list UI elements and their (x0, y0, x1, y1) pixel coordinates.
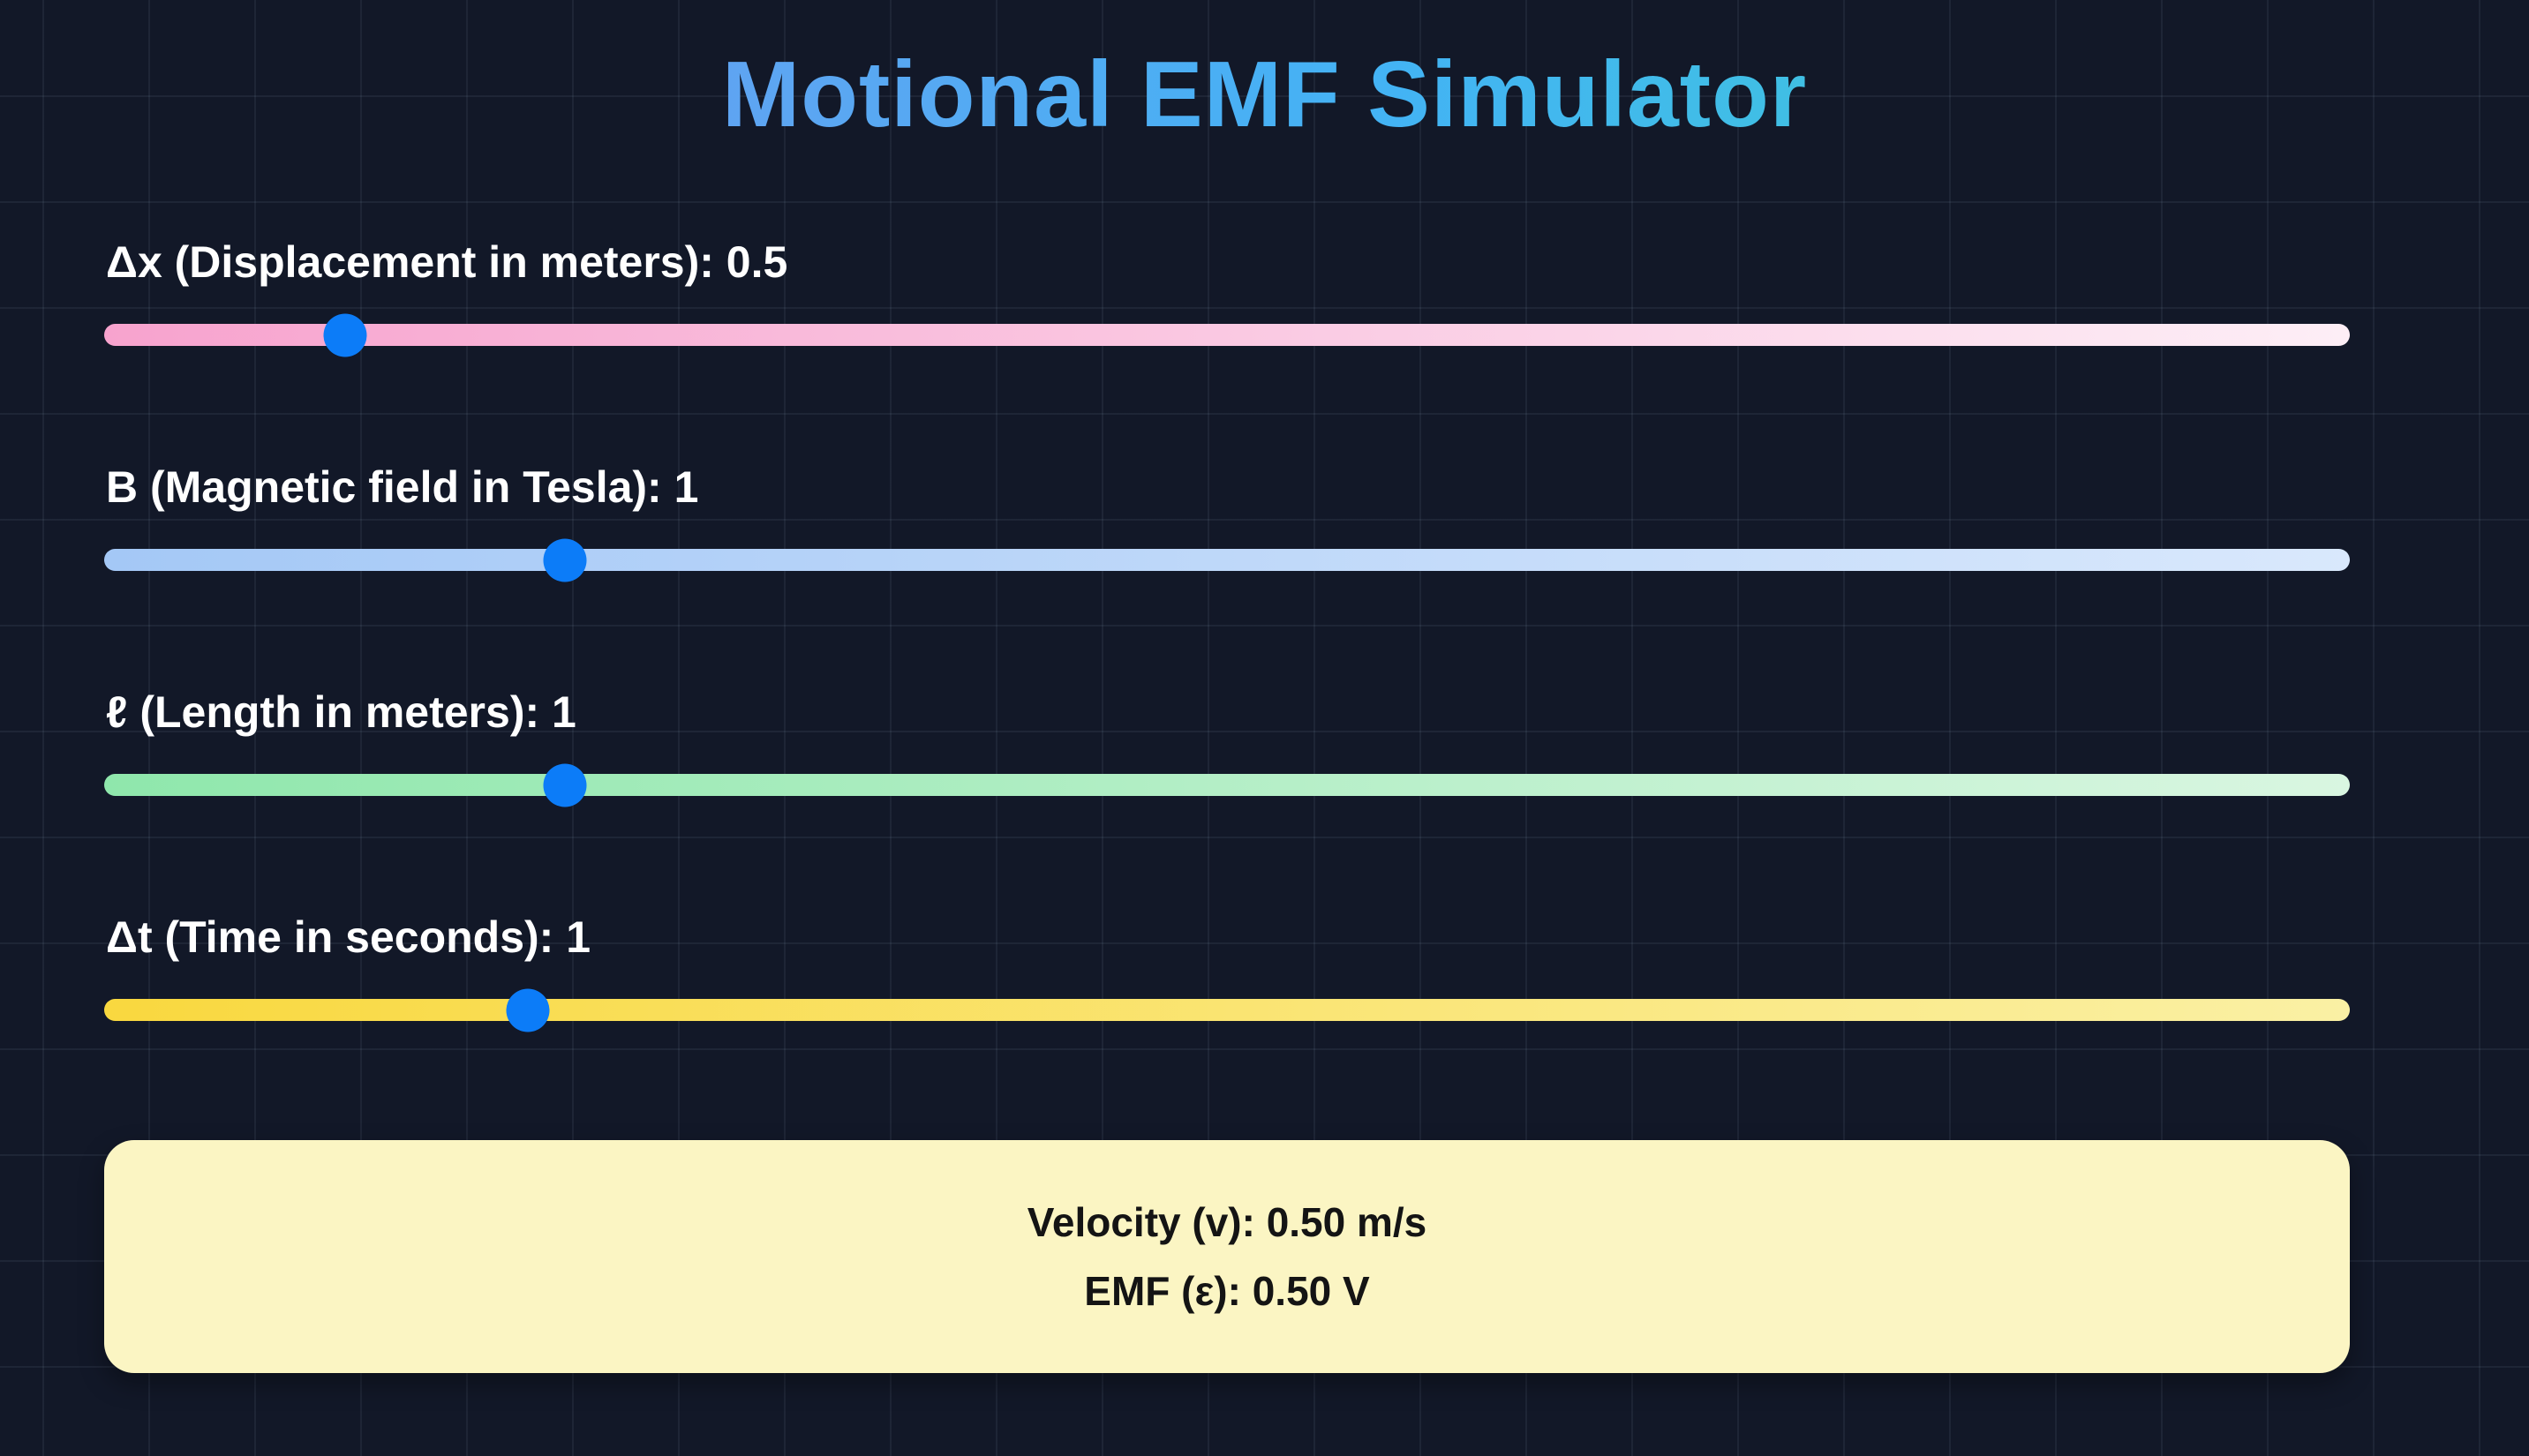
length-slider[interactable] (104, 763, 2350, 807)
magnetic-field-slider-label: B (Magnetic field in Tesla): 1 (106, 462, 699, 512)
page-title: Motional EMF Simulator (0, 34, 2529, 155)
displacement-slider-thumb[interactable] (323, 313, 367, 356)
time-slider-group: Δt (Time in seconds): 1 (104, 908, 2350, 1032)
displacement-slider-label: Δx (Displacement in meters): 0.5 (106, 237, 788, 287)
displacement-slider[interactable] (104, 313, 2350, 356)
velocity-result: Velocity (v): 0.50 m/s (1027, 1199, 1427, 1245)
time-slider[interactable] (104, 988, 2350, 1032)
simulator-controls: Δx (Displacement in meters): 0.5 B (Magn… (104, 233, 2350, 1373)
magnetic-field-slider-group: B (Magnetic field in Tesla): 1 (104, 458, 2350, 582)
length-slider-group: ℓ (Length in meters): 1 (104, 683, 2350, 807)
length-slider-label: ℓ (Length in meters): 1 (106, 687, 576, 737)
length-slider-thumb[interactable] (543, 763, 587, 807)
magnetic-field-slider[interactable] (104, 538, 2350, 582)
magnetic-field-slider-thumb[interactable] (543, 538, 587, 582)
displacement-slider-group: Δx (Displacement in meters): 0.5 (104, 233, 2350, 356)
results-panel: Velocity (v): 0.50 m/s EMF (ε): 0.50 V (104, 1140, 2350, 1373)
time-slider-thumb[interactable] (506, 988, 550, 1032)
emf-result: EMF (ε): 0.50 V (1084, 1268, 1370, 1314)
time-slider-label: Δt (Time in seconds): 1 (106, 912, 591, 962)
